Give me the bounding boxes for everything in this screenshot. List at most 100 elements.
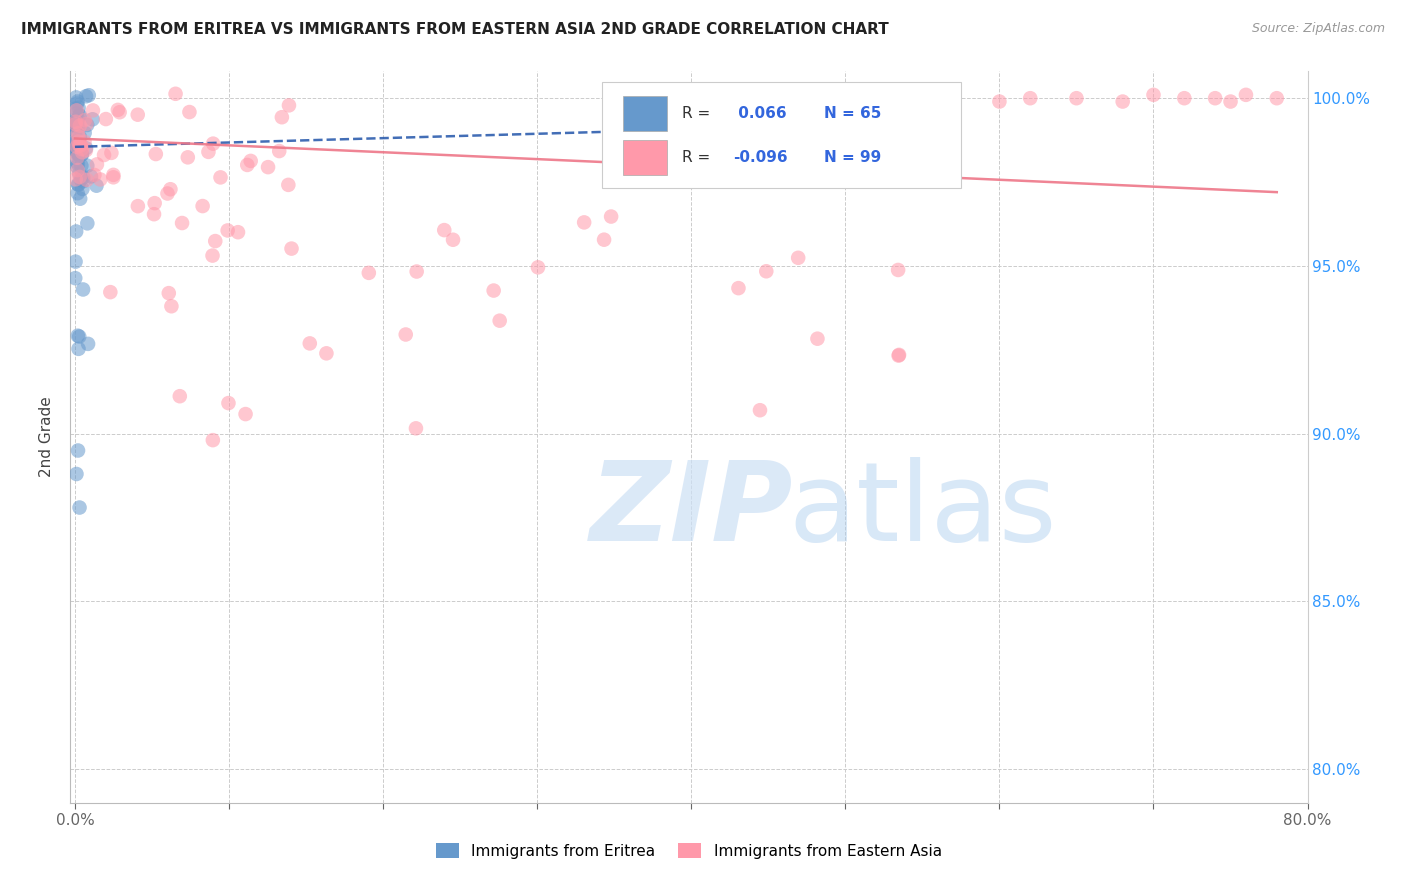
Point xyxy=(66,139,89,153)
Point xyxy=(69,108,91,122)
Point xyxy=(65,102,87,116)
Point xyxy=(103,170,125,185)
Point xyxy=(103,168,125,182)
Point xyxy=(67,109,90,123)
Point xyxy=(66,328,89,343)
Point xyxy=(298,336,321,351)
Point xyxy=(67,342,90,356)
Point xyxy=(65,139,87,153)
Text: 0.066: 0.066 xyxy=(734,106,787,121)
Point xyxy=(82,112,104,127)
Point xyxy=(66,127,89,141)
Point xyxy=(73,135,96,149)
Point xyxy=(209,170,232,185)
Point xyxy=(887,348,910,362)
Point xyxy=(887,349,910,363)
Point xyxy=(787,251,810,265)
Point xyxy=(65,136,87,150)
Point xyxy=(1204,91,1226,105)
Point xyxy=(600,210,623,224)
Point xyxy=(1234,87,1257,102)
Point xyxy=(269,144,291,158)
Point xyxy=(572,215,595,229)
Point xyxy=(69,169,91,184)
Point xyxy=(107,103,129,117)
Text: IMMIGRANTS FROM ERITREA VS IMMIGRANTS FROM EASTERN ASIA 2ND GRADE CORRELATION CH: IMMIGRANTS FROM ERITREA VS IMMIGRANTS FR… xyxy=(21,22,889,37)
Point xyxy=(66,142,89,156)
Point xyxy=(70,159,93,173)
Text: atlas: atlas xyxy=(787,457,1056,564)
Point xyxy=(395,327,418,342)
Text: N = 99: N = 99 xyxy=(824,150,882,165)
Point xyxy=(755,264,778,278)
Point xyxy=(441,233,464,247)
Point xyxy=(67,147,90,161)
Point xyxy=(83,168,105,182)
Point xyxy=(86,157,108,171)
Point xyxy=(76,117,98,131)
Point xyxy=(93,148,115,162)
Point xyxy=(239,153,262,168)
Point xyxy=(67,167,90,181)
Point xyxy=(65,115,87,129)
Point xyxy=(66,155,89,169)
Point xyxy=(65,136,87,150)
Point xyxy=(76,173,98,187)
Point xyxy=(482,284,505,298)
Point xyxy=(65,114,87,128)
Point xyxy=(988,95,1011,109)
Point xyxy=(69,138,91,153)
Point xyxy=(433,223,456,237)
Point xyxy=(69,192,91,206)
Point xyxy=(66,151,89,165)
Point xyxy=(98,285,121,300)
Point xyxy=(65,271,87,285)
Point xyxy=(70,147,93,161)
Point xyxy=(217,396,239,410)
Point xyxy=(593,233,616,247)
Point xyxy=(67,138,90,153)
Point xyxy=(66,116,89,130)
Point xyxy=(67,146,90,161)
Point xyxy=(69,130,91,145)
Point xyxy=(145,147,167,161)
Point xyxy=(169,389,191,403)
Point xyxy=(75,143,97,157)
Point xyxy=(1173,91,1195,105)
Point xyxy=(127,199,149,213)
Point xyxy=(70,147,93,161)
Point xyxy=(67,178,90,192)
Point xyxy=(157,286,180,301)
Point xyxy=(66,163,89,178)
Point xyxy=(76,216,98,230)
Point xyxy=(66,95,89,109)
Point xyxy=(65,467,87,481)
Text: R =: R = xyxy=(682,106,714,121)
Point xyxy=(66,160,89,174)
Point xyxy=(527,260,550,275)
Point xyxy=(65,254,87,268)
Legend: Immigrants from Eritrea, Immigrants from Eastern Asia: Immigrants from Eritrea, Immigrants from… xyxy=(430,837,948,864)
Point xyxy=(69,136,91,151)
Point xyxy=(66,120,89,134)
Point xyxy=(82,103,104,118)
Point xyxy=(66,144,89,158)
Point xyxy=(1066,91,1088,105)
Point xyxy=(65,117,87,131)
Point xyxy=(160,299,183,313)
Point xyxy=(65,106,87,120)
Point xyxy=(72,182,94,196)
Point xyxy=(277,178,299,192)
Point xyxy=(73,126,96,140)
Point xyxy=(156,186,179,201)
Point xyxy=(143,196,166,211)
Point xyxy=(226,225,249,239)
Point xyxy=(278,98,301,112)
Point xyxy=(66,136,89,150)
Point xyxy=(197,145,219,159)
Point xyxy=(65,117,87,131)
Point xyxy=(405,421,427,435)
Point xyxy=(270,110,292,124)
Point xyxy=(86,178,108,193)
Point xyxy=(806,332,828,346)
